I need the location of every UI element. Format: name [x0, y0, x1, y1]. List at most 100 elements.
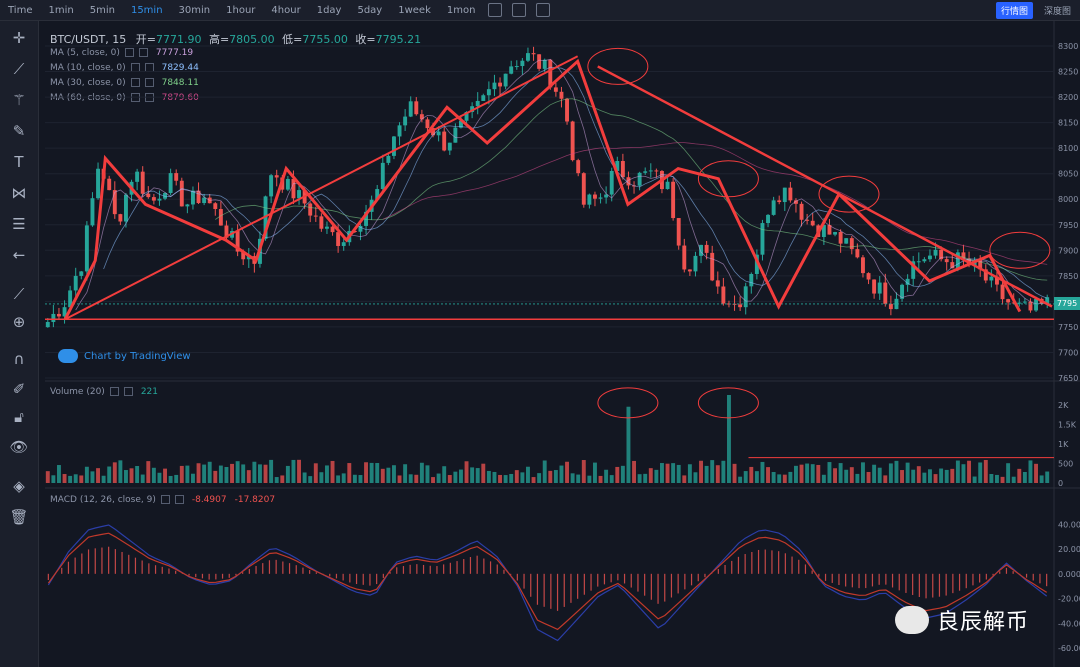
volume-bar: [1034, 463, 1038, 483]
volume-bar: [743, 471, 748, 483]
timeframe-1min[interactable]: 1min: [48, 4, 74, 16]
volume-bar: [408, 474, 413, 483]
chart-type-icon[interactable]: [488, 3, 503, 17]
candle: [995, 276, 999, 285]
price-chart-button[interactable]: 行情图: [995, 2, 1033, 19]
back-arrow-icon[interactable]: ←: [12, 246, 26, 264]
prediction-icon[interactable]: ☰: [12, 215, 26, 233]
candle: [526, 53, 530, 61]
brush-icon[interactable]: ✎: [12, 122, 26, 140]
timeframe-1hour[interactable]: 1hour: [226, 4, 256, 16]
ma60-legend: MA (60, close, 0) 7879.60: [50, 93, 199, 103]
ruler-icon[interactable]: ⟋: [13, 285, 25, 303]
candle: [531, 53, 536, 55]
volume-bar: [883, 475, 888, 483]
volume-tick: 2K: [1058, 401, 1069, 410]
candle: [380, 162, 385, 190]
crosshair-icon[interactable]: ✛: [12, 29, 26, 47]
volume-bar: [727, 395, 731, 483]
volume-bar: [794, 465, 798, 483]
candle: [676, 218, 681, 246]
candle: [96, 168, 100, 199]
ma30-label: MA (30, close, 0): [50, 78, 126, 88]
fullscreen-icon[interactable]: [536, 3, 551, 17]
volume-bar: [498, 474, 502, 483]
candle: [626, 177, 631, 186]
candle: [1045, 297, 1050, 304]
text-icon[interactable]: T: [14, 153, 24, 171]
volume-bar: [587, 475, 592, 483]
volume-bar: [950, 468, 955, 483]
timeframe-5day[interactable]: 5day: [357, 4, 383, 16]
annotation-zigzag: [63, 58, 1022, 320]
volume-bar: [263, 464, 268, 483]
volume-bar: [983, 459, 988, 483]
depth-chart-button[interactable]: 深度图: [1043, 7, 1071, 17]
volume-bar: [358, 475, 363, 483]
volume-bar: [576, 474, 581, 483]
low-label: 低=: [282, 33, 303, 46]
volume-bar: [520, 472, 525, 483]
volume-bar: [788, 471, 793, 483]
volume-bar: [710, 460, 715, 483]
volume-bar: [57, 465, 61, 483]
timeframe-5min[interactable]: 5min: [89, 4, 115, 16]
candle: [191, 190, 195, 205]
timeframe-1mon[interactable]: 1mon: [446, 4, 476, 16]
volume-bar: [738, 476, 743, 483]
candle: [894, 298, 899, 310]
candle: [157, 198, 162, 201]
candle: [246, 256, 251, 260]
volume-bar: [805, 463, 810, 483]
candle: [174, 173, 179, 181]
candle: [671, 181, 676, 219]
eye-icon[interactable]: 👁︎: [9, 438, 29, 456]
lock-drawing-icon[interactable]: ✐: [12, 380, 26, 398]
candle: [933, 249, 938, 256]
candle: [386, 155, 391, 163]
volume-bar: [235, 461, 240, 483]
settings-icon[interactable]: [512, 3, 527, 17]
zoom-icon[interactable]: ⊕: [12, 313, 26, 331]
pattern-icon[interactable]: ⋈: [11, 184, 27, 202]
magnet-icon[interactable]: ∩: [13, 350, 25, 368]
fib-icon[interactable]: ⚚: [12, 91, 26, 109]
volume-bar: [615, 466, 620, 483]
timeframe-1week[interactable]: 1week: [398, 4, 431, 16]
candle: [1039, 298, 1044, 304]
candle: [269, 175, 274, 197]
candle: [615, 161, 620, 171]
layers-icon[interactable]: ◈: [13, 477, 25, 495]
candle: [319, 216, 324, 229]
volume-bar: [632, 460, 636, 483]
volume-tick: 1.5K: [1058, 420, 1077, 429]
timeframe-4hour[interactable]: 4hour: [271, 4, 301, 16]
candle: [196, 190, 201, 204]
candle: [101, 168, 106, 179]
volume-bar: [593, 462, 597, 483]
volume-bar: [135, 465, 140, 483]
volume-bar: [347, 463, 352, 483]
ma-line: [75, 58, 1048, 311]
timeframe-15min[interactable]: 15min: [130, 4, 163, 16]
timeframe-1day[interactable]: 1day: [316, 4, 342, 16]
candle: [877, 282, 882, 294]
candle: [794, 200, 798, 204]
volume-bar: [442, 466, 447, 483]
volume-bar: [202, 464, 207, 483]
candle: [185, 204, 190, 207]
lock-icon[interactable]: 🔓︎: [14, 408, 24, 426]
price-tick: 8300: [1058, 42, 1078, 51]
volume-bar: [453, 471, 458, 483]
timeframe-30min[interactable]: 30min: [178, 4, 211, 16]
trendline-icon[interactable]: ⟋: [13, 60, 25, 78]
candle: [632, 185, 636, 187]
tradingview-credit[interactable]: Chart by TradingView: [58, 349, 191, 363]
volume-bar: [939, 468, 944, 483]
trash-icon[interactable]: 🗑︎: [9, 508, 29, 526]
volume-bar: [207, 461, 212, 483]
drawing-toolbar: ✛ ⟋ ⚚ ✎ T ⋈ ☰ ← ⟋ ⊕ ∩ ✐ 🔓︎ 👁︎ ◈ 🗑︎: [0, 21, 39, 667]
volume-bar: [352, 474, 357, 483]
candle: [542, 59, 547, 69]
timeframe-time[interactable]: Time: [8, 4, 33, 16]
